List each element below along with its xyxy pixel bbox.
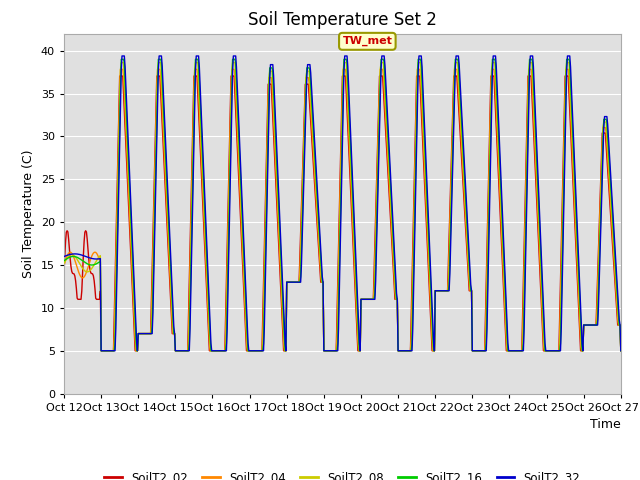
Y-axis label: Soil Temperature (C): Soil Temperature (C) — [22, 149, 35, 278]
X-axis label: Time: Time — [590, 418, 621, 431]
SoilT2_02 — [390, 268, 397, 274]
Line: SoilT2_04: SoilT2_04 — [64, 69, 621, 351]
SoilT2_16 — [97, 348, 105, 354]
SoilT2_32 — [617, 348, 625, 354]
SoilT2_08 — [568, 110, 575, 116]
SoilT2_04 — [60, 262, 68, 268]
SoilT2_04 — [97, 348, 105, 354]
SoilT2_08 — [208, 348, 216, 354]
SoilT2_08 — [97, 348, 105, 354]
SoilT2_32 — [568, 83, 575, 88]
SoilT2_02 — [60, 271, 68, 276]
SoilT2_02 — [97, 348, 105, 354]
SoilT2_16 — [445, 288, 452, 294]
SoilT2_16 — [184, 348, 191, 354]
SoilT2_04 — [617, 348, 625, 354]
Line: SoilT2_02: SoilT2_02 — [64, 76, 621, 351]
SoilT2_04 — [335, 228, 343, 234]
SoilT2_02 — [445, 261, 452, 267]
Title: Soil Temperature Set 2: Soil Temperature Set 2 — [248, 11, 437, 29]
SoilT2_16 — [117, 57, 125, 62]
SoilT2_32 — [60, 253, 68, 259]
SoilT2_32 — [118, 53, 126, 59]
SoilT2_16 — [335, 268, 343, 274]
SoilT2_02 — [617, 348, 625, 354]
SoilT2_08 — [445, 288, 452, 294]
SoilT2_08 — [184, 348, 191, 354]
SoilT2_32 — [184, 348, 191, 354]
SoilT2_02 — [568, 142, 575, 147]
SoilT2_32 — [97, 348, 105, 354]
Line: SoilT2_32: SoilT2_32 — [64, 56, 621, 351]
SoilT2_32 — [335, 289, 343, 295]
SoilT2_32 — [445, 288, 452, 294]
SoilT2_16 — [208, 348, 216, 354]
SoilT2_16 — [390, 240, 397, 245]
SoilT2_16 — [568, 96, 575, 102]
SoilT2_32 — [208, 348, 216, 354]
SoilT2_04 — [184, 348, 191, 354]
SoilT2_04 — [116, 66, 124, 72]
Text: TW_met: TW_met — [342, 36, 392, 47]
SoilT2_16 — [60, 258, 68, 264]
SoilT2_04 — [445, 277, 452, 283]
SoilT2_08 — [117, 60, 125, 66]
SoilT2_02 — [116, 73, 124, 79]
Line: SoilT2_16: SoilT2_16 — [64, 60, 621, 351]
SoilT2_02 — [208, 348, 216, 354]
SoilT2_16 — [617, 348, 625, 354]
Legend: SoilT2_02, SoilT2_04, SoilT2_08, SoilT2_16, SoilT2_32: SoilT2_02, SoilT2_04, SoilT2_08, SoilT2_… — [100, 466, 585, 480]
SoilT2_08 — [390, 249, 397, 255]
SoilT2_08 — [60, 261, 68, 266]
Line: SoilT2_08: SoilT2_08 — [64, 63, 621, 351]
SoilT2_04 — [208, 348, 216, 354]
SoilT2_02 — [335, 211, 343, 216]
SoilT2_04 — [568, 126, 575, 132]
SoilT2_08 — [617, 348, 625, 354]
SoilT2_02 — [184, 348, 191, 354]
SoilT2_08 — [335, 247, 343, 253]
SoilT2_32 — [390, 229, 397, 235]
SoilT2_04 — [390, 259, 397, 265]
